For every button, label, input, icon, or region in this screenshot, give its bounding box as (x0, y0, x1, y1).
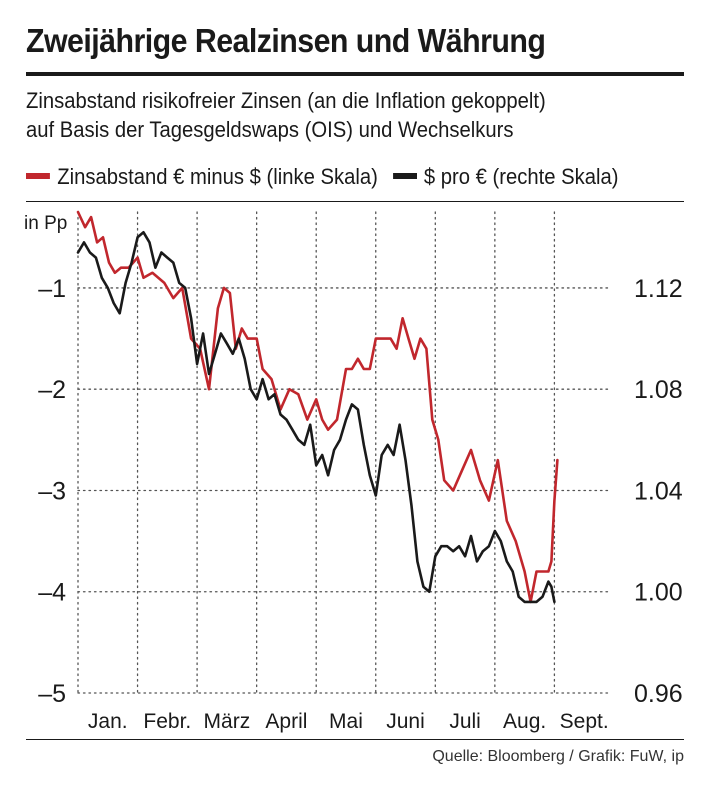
left-tick-label: –5 (38, 680, 66, 708)
left-axis-unit: in Pp (24, 213, 67, 234)
legend-swatch-black (392, 173, 417, 180)
month-label: Febr. (143, 710, 191, 733)
title-rule (26, 72, 684, 76)
right-tick-label: 1.00 (634, 579, 683, 607)
left-tick-label: –3 (38, 477, 66, 505)
month-label: Sept. (560, 710, 609, 733)
left-tick-label: –2 (38, 376, 66, 404)
series-line-zinsabstand (76, 210, 559, 604)
month-label: März (204, 710, 251, 733)
right-tick-label: 0.96 (634, 680, 683, 708)
right-tick-label: 1.12 (634, 275, 683, 303)
left-tick-label: –4 (38, 579, 66, 607)
month-label: Jan. (88, 710, 128, 733)
month-label: Mai (329, 710, 363, 733)
chart-subtitle: Zinsabstand risikofreier Zinsen (an die … (26, 86, 546, 144)
legend-label-red: Zinsabstand € minus $ (linke Skala) (57, 164, 378, 189)
subtitle-line-2: auf Basis der Tagesgeldswaps (OIS) und W… (26, 117, 514, 142)
month-label: Juli (449, 710, 481, 733)
month-label: April (265, 710, 307, 733)
chart-title: Zweijährige Realzinsen und Währung (26, 22, 546, 59)
right-tick-label: 1.08 (634, 376, 683, 404)
right-tick-label: 1.04 (634, 477, 683, 505)
legend: Zinsabstand € minus $ (linke Skala) $ pro… (26, 164, 619, 190)
month-label: Juni (386, 710, 425, 733)
series-line-wechselkurs (76, 231, 556, 604)
left-tick-label: –1 (38, 275, 66, 303)
footer-rule (26, 739, 684, 740)
header-rule (26, 201, 684, 202)
source-note: Quelle: Bloomberg / Grafik: FuW, ip (432, 748, 684, 765)
legend-label-black: $ pro € (rechte Skala) (423, 164, 619, 189)
legend-swatch-red (26, 173, 50, 180)
subtitle-line-1: Zinsabstand risikofreier Zinsen (an die … (26, 88, 546, 113)
month-label: Aug. (503, 710, 546, 733)
